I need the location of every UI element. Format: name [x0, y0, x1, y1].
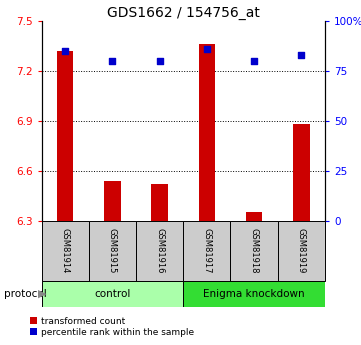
- Point: [204, 46, 210, 51]
- Text: protocol: protocol: [4, 289, 46, 299]
- Bar: [42, 221, 89, 281]
- Point: [251, 58, 257, 63]
- Bar: [278, 221, 325, 281]
- Bar: [57, 51, 73, 221]
- Title: GDS1662 / 154756_at: GDS1662 / 154756_at: [107, 6, 260, 20]
- Bar: [199, 44, 215, 221]
- Point: [299, 52, 304, 58]
- Text: GSM81917: GSM81917: [202, 228, 211, 274]
- Bar: [151, 184, 168, 221]
- Bar: [293, 124, 309, 221]
- Bar: [183, 281, 325, 307]
- Text: GSM81916: GSM81916: [155, 228, 164, 274]
- Point: [157, 58, 162, 63]
- Text: GSM81914: GSM81914: [61, 228, 70, 274]
- Text: control: control: [94, 289, 131, 299]
- Text: GSM81919: GSM81919: [297, 228, 306, 274]
- Legend: transformed count, percentile rank within the sample: transformed count, percentile rank withi…: [30, 317, 194, 337]
- Text: GSM81918: GSM81918: [249, 228, 258, 274]
- Bar: [230, 221, 278, 281]
- Bar: [104, 181, 121, 221]
- Text: ▶: ▶: [38, 289, 47, 299]
- Point: [109, 58, 115, 63]
- Bar: [246, 213, 262, 221]
- Bar: [136, 221, 183, 281]
- Bar: [42, 281, 183, 307]
- Bar: [89, 221, 136, 281]
- Text: GSM81915: GSM81915: [108, 228, 117, 274]
- Point: [62, 48, 68, 53]
- Bar: [183, 221, 230, 281]
- Text: Enigma knockdown: Enigma knockdown: [203, 289, 305, 299]
